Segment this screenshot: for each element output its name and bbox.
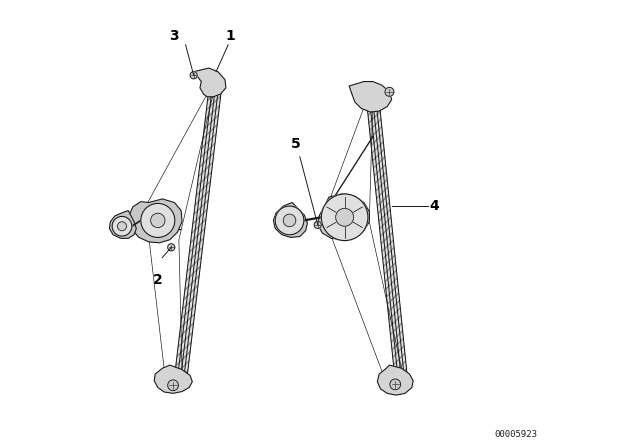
Circle shape [150,213,165,228]
Circle shape [112,216,132,236]
Polygon shape [128,199,182,243]
Circle shape [141,203,175,237]
Circle shape [385,87,394,96]
Text: 2: 2 [153,273,163,287]
Circle shape [336,208,353,226]
Polygon shape [174,81,222,383]
Text: 00005923: 00005923 [494,430,538,439]
Circle shape [314,221,321,228]
Text: 1: 1 [225,29,236,43]
Polygon shape [349,82,392,112]
Circle shape [390,379,401,390]
Polygon shape [194,68,226,97]
Circle shape [275,206,304,235]
Circle shape [118,222,127,231]
Text: 5: 5 [291,138,300,151]
Circle shape [168,380,179,391]
Polygon shape [109,211,136,238]
Polygon shape [378,365,413,395]
Circle shape [190,72,197,79]
Text: 4: 4 [430,199,440,213]
Circle shape [321,194,368,241]
Text: 3: 3 [170,29,179,43]
Polygon shape [154,365,192,393]
Polygon shape [273,202,307,237]
Polygon shape [367,100,408,382]
Circle shape [284,214,296,227]
Polygon shape [317,194,369,240]
Circle shape [168,244,175,251]
